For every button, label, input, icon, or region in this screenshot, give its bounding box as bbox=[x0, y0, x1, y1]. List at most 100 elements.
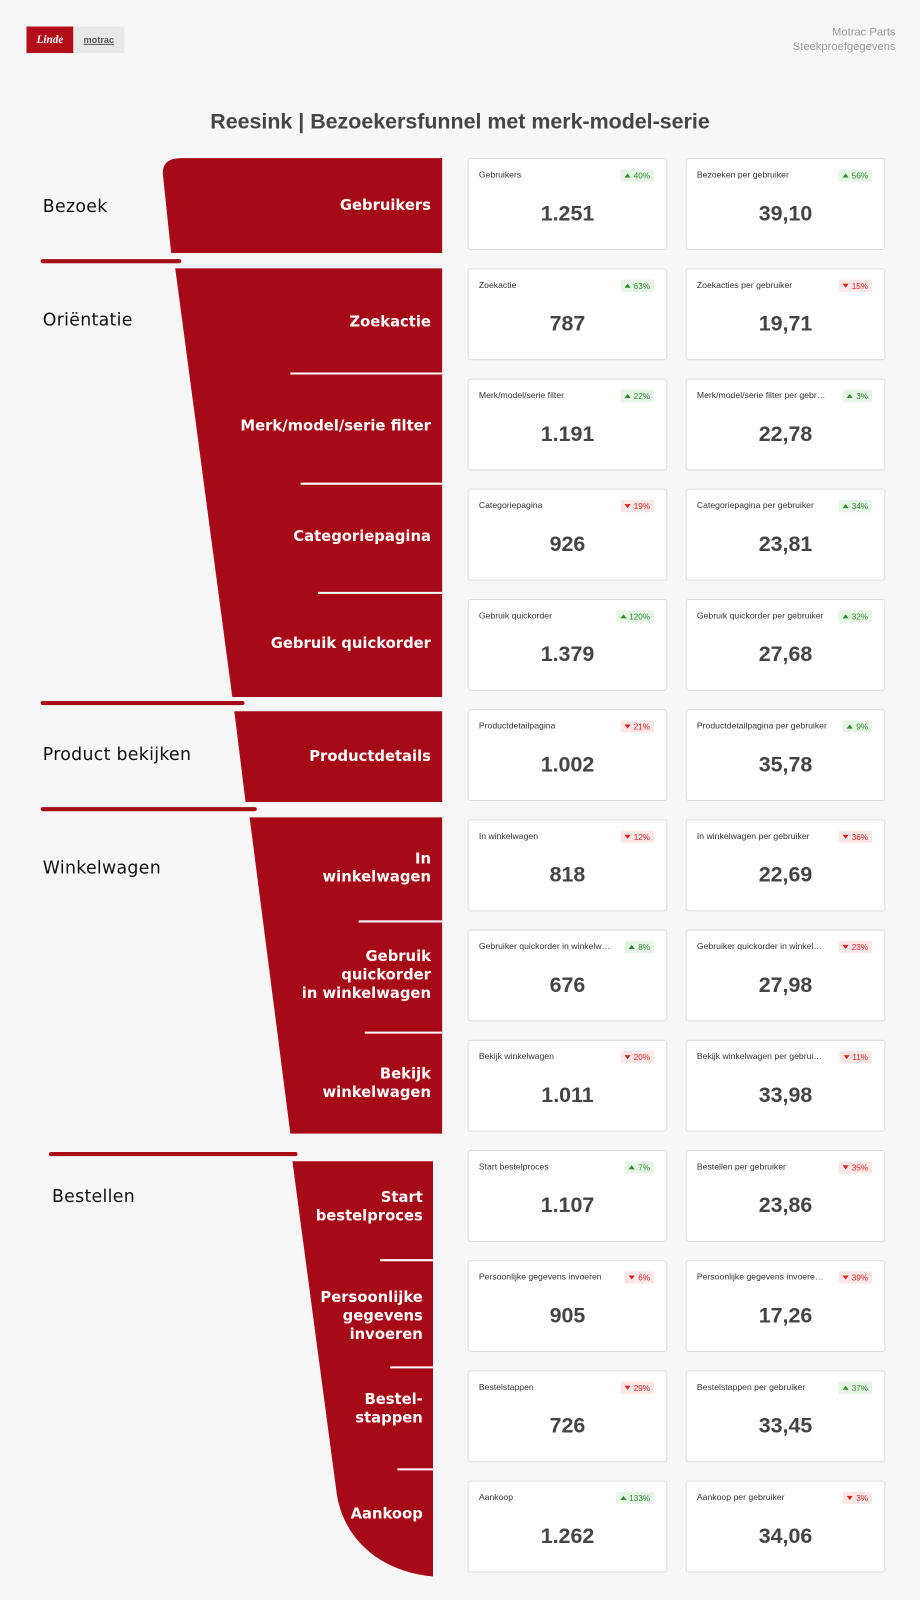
change-badge: 36% bbox=[838, 830, 873, 843]
change-badge: 3% bbox=[843, 1491, 873, 1505]
change-badge: 7% bbox=[624, 1161, 655, 1174]
card-value: 23,86 bbox=[758, 1193, 813, 1218]
change-arrow bbox=[843, 1055, 850, 1060]
metric-card: Persoonlijke gegevens invoere… 39% 17,26 bbox=[685, 1260, 886, 1353]
change-value: 133% bbox=[629, 1493, 651, 1503]
metric-card: Bezoeken per gebruiker 56% 39,10 bbox=[685, 158, 886, 251]
change-arrow bbox=[847, 1495, 854, 1501]
card-label: Bestellen per gebruiker bbox=[696, 1161, 786, 1172]
stage-label: Product bekijken bbox=[42, 744, 192, 766]
change-value: 56% bbox=[851, 170, 869, 181]
metric-card: Aankoop per gebruiker 3% 34,06 bbox=[685, 1480, 886, 1573]
change-arrow bbox=[842, 834, 849, 839]
card-value: 905 bbox=[549, 1304, 586, 1328]
funnel-stage bbox=[249, 817, 443, 1134]
card-value: 1.011 bbox=[541, 1083, 594, 1108]
change-badge: 39% bbox=[838, 1271, 873, 1284]
change-arrow bbox=[629, 1165, 636, 1170]
card-label: Aankoop bbox=[478, 1491, 514, 1503]
step-label: Start bestelproces bbox=[315, 1189, 423, 1225]
card-value: 39,10 bbox=[758, 202, 813, 226]
card-label: Gebruikers bbox=[478, 169, 522, 180]
change-badge: 35% bbox=[838, 1161, 873, 1174]
logo-brand: Linde bbox=[26, 26, 74, 54]
change-arrow bbox=[629, 1275, 636, 1280]
change-badge: 15% bbox=[838, 279, 873, 292]
card-label: Bestelstappen per gebruiker bbox=[696, 1381, 806, 1392]
funnel-stage bbox=[234, 711, 443, 803]
card-label: In winkelwagen per gebruiker bbox=[696, 830, 810, 841]
card-label: Bekijk winkelwagen bbox=[478, 1051, 554, 1062]
change-value: 11% bbox=[852, 1052, 869, 1062]
card-value: 33,98 bbox=[758, 1083, 813, 1108]
change-badge: 22% bbox=[620, 389, 655, 403]
change-arrow bbox=[842, 283, 849, 288]
change-badge: 40% bbox=[620, 169, 655, 182]
card-label: Gebruiker quickorder in winkelw… bbox=[478, 940, 611, 952]
metric-card: Gebruiker quickorder in winkel… 23% 27,98 bbox=[685, 929, 886, 1022]
card-label: Merk/model/serie filter per gebr… bbox=[696, 389, 826, 401]
funnel-stage bbox=[162, 158, 443, 254]
card-value: 17,26 bbox=[758, 1304, 813, 1328]
metric-card: Bekijk winkelwagen 20% 1.011 bbox=[467, 1039, 668, 1132]
change-arrow bbox=[842, 1385, 849, 1390]
title: Reesink | Bezoekersfunnel met merk-model… bbox=[210, 110, 710, 134]
change-value: 23% bbox=[851, 942, 869, 952]
change-value: 21% bbox=[633, 721, 651, 732]
change-badge: 12% bbox=[620, 830, 655, 843]
change-arrow bbox=[842, 504, 849, 509]
card-value: 35,78 bbox=[758, 753, 813, 777]
metric-card: Productdetailpagina per gebruiker 9% 35,78 bbox=[685, 709, 886, 802]
metric-card: Gebruik quickorder per gebruiker 32% 27,68 bbox=[685, 598, 886, 691]
card-value: 1.262 bbox=[540, 1524, 595, 1548]
change-arrow bbox=[624, 834, 631, 839]
change-value: 19% bbox=[633, 501, 651, 511]
change-badge: 56% bbox=[838, 169, 873, 182]
card-label: Aankoop per gebruiker bbox=[696, 1491, 785, 1503]
card-value: 726 bbox=[549, 1414, 586, 1438]
change-badge: 133% bbox=[615, 1491, 655, 1505]
card-label: Gebruik quickorder bbox=[478, 610, 553, 621]
card-value: 787 bbox=[549, 312, 586, 336]
change-arrow bbox=[842, 614, 849, 619]
change-arrow bbox=[847, 724, 854, 729]
change-badge: 8% bbox=[624, 940, 655, 954]
change-value: 39% bbox=[851, 1272, 869, 1283]
change-badge: 23% bbox=[838, 940, 873, 954]
card-value: 1.379 bbox=[540, 642, 595, 667]
change-badge: 37% bbox=[838, 1381, 873, 1394]
change-value: 34% bbox=[851, 501, 869, 511]
change-value: 3% bbox=[856, 1493, 869, 1503]
card-label: Productdetailpagina per gebruiker bbox=[696, 720, 827, 731]
metric-card: Categoriepagina 19% 926 bbox=[467, 488, 668, 581]
change-arrow bbox=[619, 1495, 627, 1501]
stage-label: Oriëntatie bbox=[42, 310, 133, 331]
step-label: Gebruikers bbox=[339, 197, 431, 215]
change-badge: 29% bbox=[620, 1381, 655, 1394]
metric-card: Gebruiker quickorder in winkelw… 8% 676 bbox=[467, 929, 668, 1022]
step-label: Gebruik quickorder bbox=[270, 635, 431, 653]
change-arrow bbox=[624, 504, 631, 509]
change-badge: 63% bbox=[620, 279, 655, 292]
metric-card: Gebruikers 40% 1.251 bbox=[467, 158, 668, 251]
metric-card: In winkelwagen per gebruiker 36% 22,69 bbox=[685, 819, 886, 912]
card-value: 676 bbox=[549, 973, 586, 997]
change-arrow bbox=[624, 724, 631, 729]
change-arrow bbox=[847, 393, 854, 398]
change-arrow bbox=[624, 1385, 631, 1390]
change-arrow bbox=[842, 1165, 849, 1170]
change-badge: 11% bbox=[839, 1051, 873, 1064]
change-value: 7% bbox=[638, 1162, 651, 1172]
card-value: 926 bbox=[549, 532, 586, 557]
change-arrow bbox=[629, 944, 636, 949]
step-label: Categoriepagina bbox=[293, 528, 431, 545]
change-badge: 21% bbox=[620, 720, 655, 733]
step-label: Bestel- stappen bbox=[355, 1391, 423, 1427]
change-value: 20% bbox=[633, 1052, 651, 1062]
change-arrow bbox=[624, 283, 631, 288]
card-label: Persoonlijke gegevens invoeren bbox=[478, 1271, 602, 1282]
card-label: Bestelstappen bbox=[478, 1381, 534, 1392]
card-value: 23,81 bbox=[758, 532, 813, 557]
